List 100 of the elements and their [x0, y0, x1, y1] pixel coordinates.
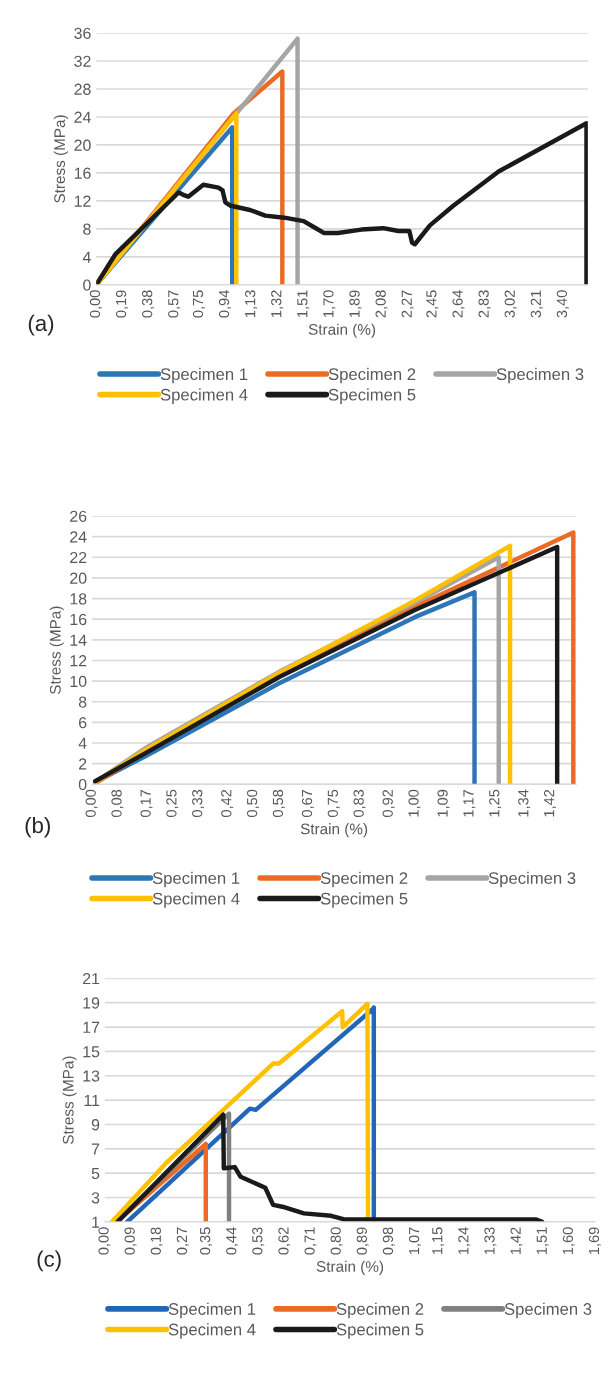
y-tick-label: 24	[74, 111, 91, 123]
x-tick-label: 0,35	[199, 1227, 213, 1255]
x-tick-label: 1,89	[349, 290, 362, 317]
x-tick-label: 0,94	[218, 290, 231, 318]
y-tick-label: 24	[70, 531, 87, 543]
x-tick-label: 0,62	[278, 1227, 291, 1255]
x-tick-label: 0,75	[327, 789, 340, 817]
x-tick-label: 0,08	[111, 789, 124, 817]
y-tick-label: 17	[83, 1021, 100, 1033]
x-tick-label: 1,09	[437, 789, 450, 817]
y-tick-label: 0	[78, 778, 87, 791]
y-tick-label: 9	[91, 1119, 100, 1131]
legend-label: Specimen 1	[160, 367, 248, 384]
x-tick-label: 2,64	[452, 290, 465, 318]
x-tick-label: 0,00	[89, 290, 102, 318]
x-tick-label: 0,17	[140, 789, 153, 817]
y-tick-label: 11	[84, 1094, 100, 1106]
legend-label: Specimen 3	[488, 871, 576, 888]
x-tick-label: 0,42	[221, 789, 234, 817]
x-tick-label: 1,69	[588, 1227, 601, 1255]
y-tick-label: 26	[70, 510, 87, 522]
x-tick-label: 1,51	[536, 1227, 549, 1255]
x-tick-label: 1,25	[489, 789, 502, 817]
legend-label: Specimen 4	[160, 388, 248, 404]
x-tick-label: 0,80	[330, 1227, 343, 1255]
y-tick-label: 20	[70, 572, 87, 584]
x-axis-title: Strain (%)	[308, 323, 376, 338]
x-tick-label: 2,27	[401, 290, 414, 318]
x-tick-label: 0,71	[304, 1227, 317, 1255]
x-tick-label: 0,58	[272, 789, 285, 817]
x-tick-label: 0,00	[85, 789, 98, 817]
y-tick-label: 2	[79, 758, 87, 770]
y-tick-label: 16	[74, 167, 91, 179]
x-axis-title: Strain (%)	[300, 823, 368, 838]
line-series	[96, 121, 588, 285]
x-axis-title: Strain (%)	[316, 1260, 384, 1275]
text: (b)	[25, 816, 50, 838]
y-tick-label: 13	[83, 1070, 100, 1082]
x-tick-label: 0,27	[176, 1227, 189, 1255]
legend-label: Specimen 2	[336, 1302, 424, 1319]
y-tick-label: 18	[70, 593, 87, 605]
x-tick-label: 0,50	[246, 789, 260, 817]
x-tick-label: 1,15	[432, 1227, 445, 1255]
legend-label: Specimen 2	[320, 871, 408, 888]
y-tick-label: 14	[70, 634, 87, 646]
y-tick-label: 19	[83, 997, 100, 1009]
y-tick-label: 4	[78, 737, 87, 749]
legend-label: Specimen 5	[320, 892, 408, 908]
x-tick-label: 1,07	[408, 1227, 421, 1255]
x-tick-label: 0,67	[301, 789, 314, 817]
y-tick-label: 20	[74, 139, 91, 151]
y-tick-label: 8	[78, 696, 87, 708]
x-tick-label: 0,92	[382, 789, 395, 817]
y-axis-title: Stress (MPa)	[49, 606, 64, 695]
x-tick-label: 3,40	[556, 290, 569, 318]
x-tick-label: 0,98	[382, 1227, 395, 1255]
legend-label: Specimen 3	[496, 367, 584, 384]
x-tick-label: 0,38	[142, 290, 155, 318]
x-tick-label: 0,09	[124, 1227, 137, 1255]
legend-label: Specimen 1	[152, 871, 240, 888]
y-tick-label: 12	[74, 195, 91, 207]
x-tick-label: 1,32	[271, 290, 284, 317]
x-tick-label: 0,44	[226, 1227, 239, 1255]
x-tick-label: 1,13	[245, 290, 258, 317]
x-tick-label: 1,60	[562, 1227, 575, 1255]
legend-label: Specimen 5	[336, 1323, 424, 1339]
x-tick-label: 2,45	[426, 290, 439, 318]
legend-label: Specimen 4	[168, 1323, 256, 1339]
y-tick-label: 10	[70, 675, 87, 688]
x-tick-label: 3,02	[504, 290, 517, 318]
y-tick-label: 21	[83, 972, 100, 985]
x-tick-label: 0,53	[252, 1227, 265, 1255]
y-tick-label: 15	[83, 1046, 100, 1058]
x-tick-label: 3,21	[530, 290, 543, 318]
y-tick-label: 22	[70, 551, 87, 564]
x-tick-label: 1,70	[323, 290, 336, 317]
x-tick-label: 0,33	[192, 789, 205, 817]
text: (c)	[37, 1250, 61, 1272]
x-tick-label: 1,34	[518, 789, 531, 817]
y-tick-label: 4	[82, 251, 91, 263]
x-tick-label: 0,89	[356, 1227, 369, 1255]
y-tick-label: 3	[91, 1192, 100, 1204]
x-tick-label: 2,83	[478, 290, 491, 318]
x-tick-label: 1,00	[408, 789, 421, 817]
x-tick-label: 0,25	[166, 789, 179, 817]
y-tick-label: 28	[74, 83, 91, 95]
y-tick-label: 12	[70, 655, 87, 667]
x-tick-label: 0,83	[353, 789, 366, 817]
y-tick-label: 8	[83, 223, 91, 235]
x-tick-label: 0,19	[115, 290, 128, 318]
legend-label: Specimen 1	[168, 1302, 256, 1319]
x-tick-label: 1,17	[463, 789, 476, 817]
x-tick-label: 1,24	[458, 1227, 471, 1255]
legend-label: Specimen 2	[328, 367, 416, 384]
y-axis-title: Stress (MPa)	[53, 115, 69, 203]
y-tick-label: 16	[70, 613, 87, 626]
y-tick-label: 1	[92, 1216, 100, 1228]
y-tick-label: 36	[74, 27, 91, 39]
y-axis-title: Stress (MPa)	[62, 1056, 77, 1144]
x-tick-label: 0,75	[192, 290, 205, 318]
